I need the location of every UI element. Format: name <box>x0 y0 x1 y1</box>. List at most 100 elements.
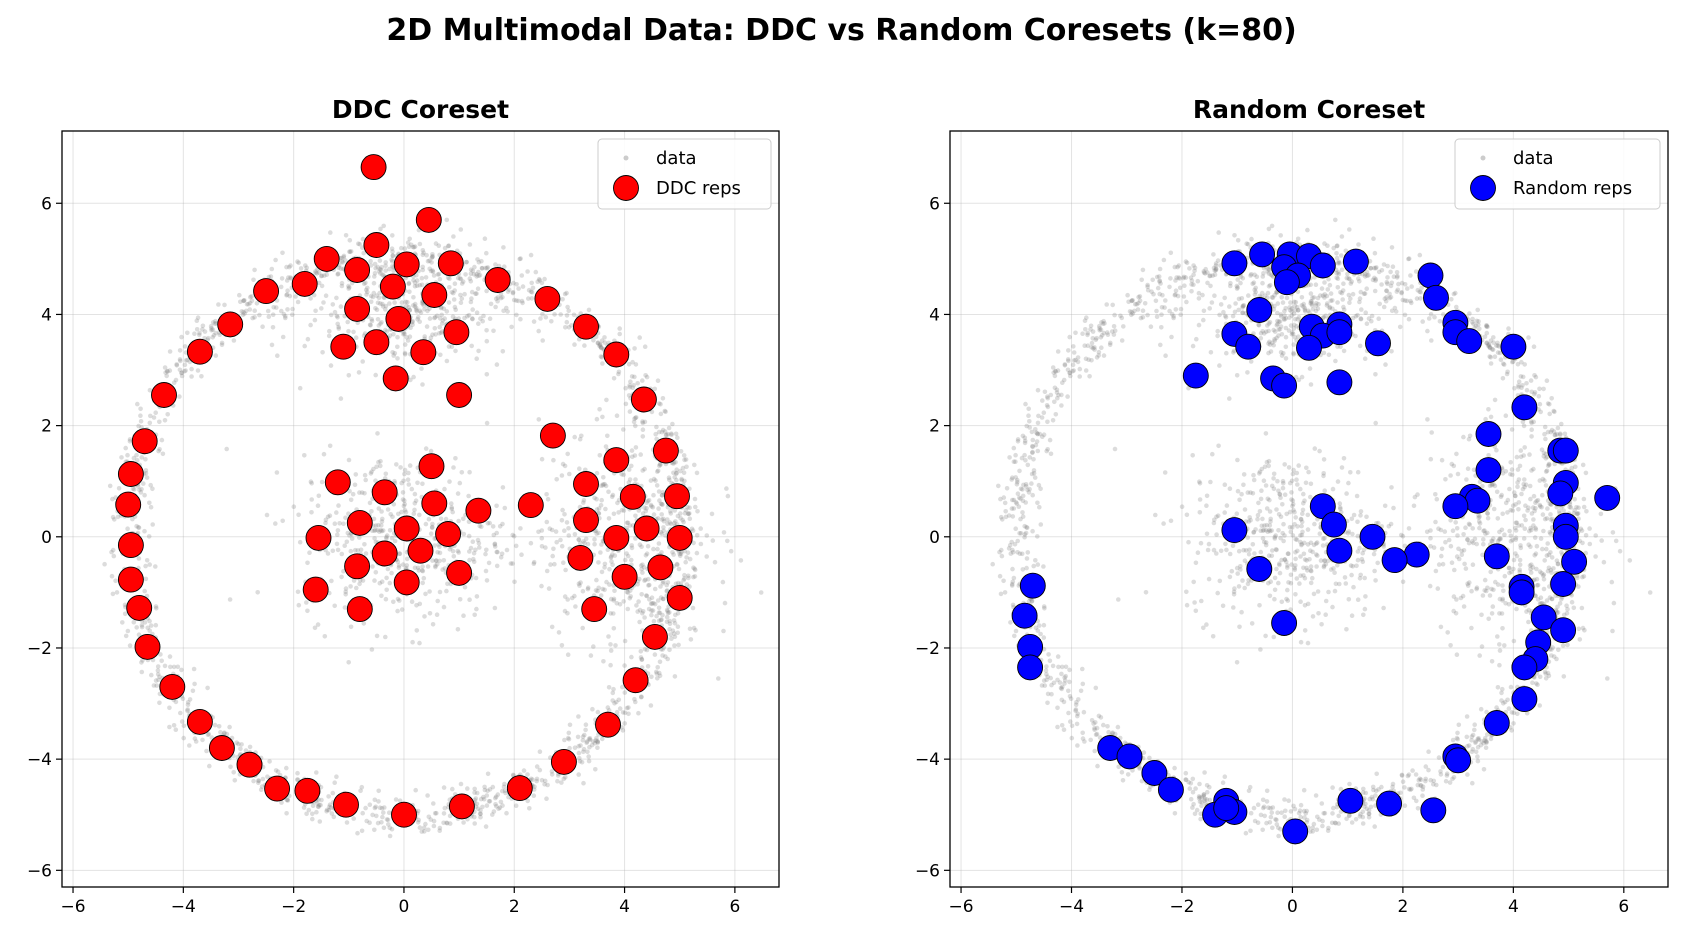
data-point <box>458 292 463 298</box>
data-point <box>655 468 661 474</box>
data-point <box>602 587 607 593</box>
data-point <box>1335 300 1340 305</box>
data-point <box>419 829 425 834</box>
data-point <box>311 292 317 298</box>
data-point <box>466 312 472 318</box>
data-point <box>649 608 654 613</box>
data-point <box>1210 273 1215 278</box>
data-point <box>1364 286 1369 292</box>
data-point <box>402 471 407 477</box>
data-point <box>1096 713 1102 719</box>
data-point <box>577 755 582 761</box>
data-point <box>368 323 373 328</box>
data-point <box>1371 265 1377 271</box>
data-point <box>1147 787 1152 792</box>
data-point <box>624 551 629 556</box>
data-point <box>266 314 272 320</box>
data-point <box>1265 323 1270 328</box>
data-point <box>192 681 197 687</box>
data-point <box>1266 328 1271 334</box>
ddc-rep-point <box>611 563 638 590</box>
data-point <box>339 280 345 286</box>
data-point <box>254 301 260 306</box>
data-point <box>1228 283 1233 289</box>
data-point <box>481 796 487 802</box>
data-point <box>1528 378 1534 383</box>
data-point <box>1492 354 1498 360</box>
data-point <box>1018 531 1024 536</box>
data-point <box>402 342 408 347</box>
data-point <box>341 521 346 527</box>
data-point <box>353 472 359 477</box>
data-point <box>1306 308 1311 314</box>
data-point <box>402 331 407 337</box>
data-point <box>380 516 385 522</box>
ddc-rep-point <box>437 250 464 277</box>
data-point <box>485 265 491 270</box>
data-point <box>602 340 608 345</box>
data-point <box>390 350 395 355</box>
data-point <box>1269 810 1275 815</box>
ddc-rep-point <box>217 311 244 338</box>
x-tick-label: −2 <box>281 897 306 917</box>
legend-data-label: data <box>656 148 697 169</box>
data-point <box>1381 262 1387 267</box>
data-point <box>630 359 635 365</box>
data-point <box>149 672 154 678</box>
data-point <box>1062 678 1068 683</box>
ddc-rep-point <box>539 422 566 449</box>
data-point <box>451 234 456 239</box>
data-point <box>224 446 229 452</box>
data-point <box>1183 275 1189 280</box>
data-point <box>405 299 410 305</box>
data-point <box>549 624 555 630</box>
data-point <box>681 577 686 583</box>
data-point <box>599 497 604 503</box>
data-point <box>1020 487 1025 492</box>
data-point <box>1362 291 1368 296</box>
data-point <box>1545 541 1550 546</box>
data-point <box>1033 427 1038 432</box>
data-point <box>1092 726 1097 731</box>
data-point <box>662 429 668 434</box>
data-point <box>593 767 598 772</box>
data-point <box>114 590 120 595</box>
data-point <box>1370 784 1376 790</box>
data-point <box>659 517 665 522</box>
data-point <box>1213 268 1219 273</box>
data-point <box>400 490 406 495</box>
data-point <box>205 732 211 737</box>
data-point <box>1292 335 1298 340</box>
data-point <box>475 537 481 543</box>
data-point <box>534 776 540 782</box>
data-point <box>476 541 482 546</box>
data-point <box>526 296 531 301</box>
data-point <box>279 800 284 805</box>
data-point <box>1044 403 1050 408</box>
data-point <box>464 259 469 265</box>
data-point <box>1400 297 1406 303</box>
data-point <box>549 772 555 777</box>
data-point <box>1029 598 1035 604</box>
data-point <box>1360 814 1366 820</box>
data-point <box>1192 268 1197 274</box>
data-point <box>1077 366 1083 372</box>
data-point <box>1443 778 1449 784</box>
data-point <box>649 595 655 600</box>
data-point <box>1322 810 1328 816</box>
data-point <box>586 754 591 759</box>
data-point <box>633 415 639 420</box>
data-point <box>576 581 582 586</box>
data-point <box>624 589 630 595</box>
data-point <box>328 363 334 368</box>
data-point <box>380 304 386 309</box>
data-point <box>1090 336 1096 341</box>
data-point <box>1053 412 1059 417</box>
data-point <box>656 489 662 494</box>
data-point <box>348 548 354 554</box>
data-point <box>554 539 559 545</box>
data-point <box>579 433 584 439</box>
data-point <box>1547 402 1552 407</box>
data-point <box>1499 698 1504 703</box>
data-point <box>1016 504 1022 510</box>
